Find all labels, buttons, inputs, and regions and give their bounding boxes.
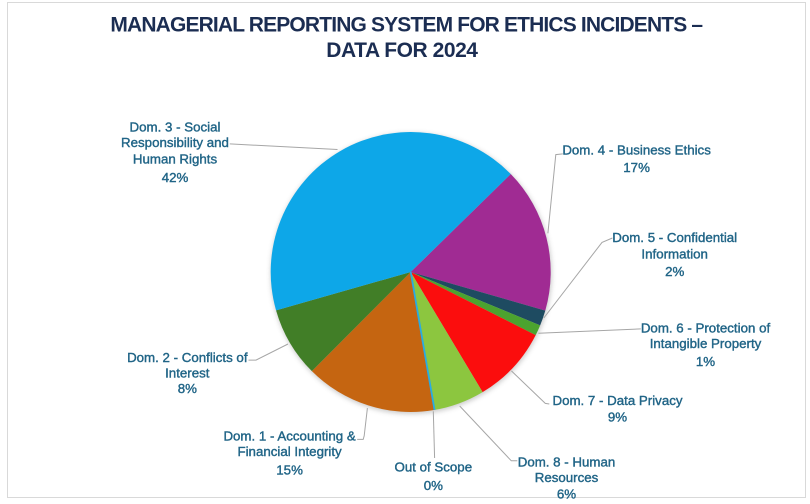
svg-text:Resources: Resources xyxy=(535,470,599,485)
svg-text:8%: 8% xyxy=(178,381,197,396)
svg-text:9%: 9% xyxy=(608,410,627,425)
svg-text:Dom. 5 - Confidential: Dom. 5 - Confidential xyxy=(612,230,737,245)
svg-text:Dom. 2 - Conflicts of: Dom. 2 - Conflicts of xyxy=(127,350,248,365)
svg-text:Interest: Interest xyxy=(165,366,210,381)
svg-text:Information: Information xyxy=(641,247,708,262)
svg-text:2%: 2% xyxy=(665,264,684,279)
svg-text:6%: 6% xyxy=(557,487,576,502)
svg-text:Dom. 6 - Protection of: Dom. 6 - Protection of xyxy=(641,320,771,335)
svg-text:Responsibility and: Responsibility and xyxy=(121,135,229,150)
svg-text:1%: 1% xyxy=(696,354,715,369)
svg-text:DATA FOR 2024: DATA FOR 2024 xyxy=(326,39,478,62)
svg-text:Dom. 8 - Human: Dom. 8 - Human xyxy=(518,454,616,469)
svg-text:0%: 0% xyxy=(424,478,443,493)
svg-text:Dom. 1 - Accounting &: Dom. 1 - Accounting & xyxy=(223,428,355,443)
svg-text:15%: 15% xyxy=(276,463,303,478)
svg-text:Dom. 7 - Data Privacy: Dom. 7 - Data Privacy xyxy=(552,393,682,408)
svg-text:Intangible Property: Intangible Property xyxy=(650,336,762,351)
svg-text:Dom. 3 - Social: Dom. 3 - Social xyxy=(130,120,221,135)
svg-text:42%: 42% xyxy=(162,170,189,185)
svg-text:Human Rights: Human Rights xyxy=(133,151,218,166)
svg-text:Out of Scope: Out of Scope xyxy=(394,460,472,475)
svg-text:Financial Integrity: Financial Integrity xyxy=(237,444,342,459)
svg-text:Dom. 4 - Business Ethics: Dom. 4 - Business Ethics xyxy=(562,143,711,158)
svg-text:17%: 17% xyxy=(623,160,650,175)
svg-text:MANAGERIAL REPORTING SYSTEM FO: MANAGERIAL REPORTING SYSTEM FOR ETHICS I… xyxy=(110,14,703,37)
